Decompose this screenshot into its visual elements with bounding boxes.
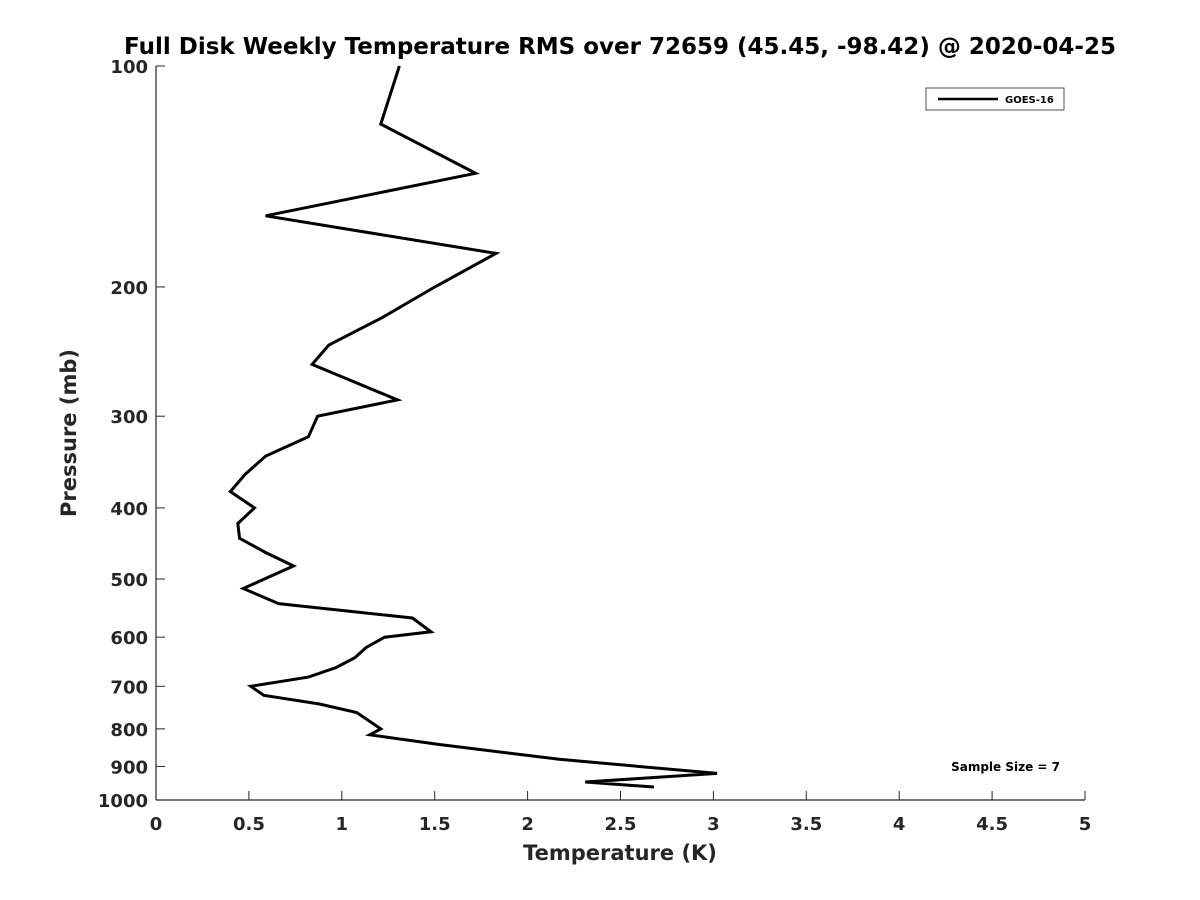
- y-tick-label: 800: [110, 720, 148, 741]
- y-tick-label: 200: [110, 278, 148, 299]
- x-tick-label: 4: [893, 814, 906, 835]
- y-tick-label: 100: [110, 57, 148, 78]
- y-axis-title: Pressure (mb): [57, 349, 81, 517]
- x-tick-label: 4.5: [976, 814, 1008, 835]
- x-tick-label: 0.5: [233, 814, 265, 835]
- y-tick-label: 600: [110, 628, 148, 649]
- series-line-goes-16: [230, 66, 717, 787]
- x-tick-label: 3: [707, 814, 720, 835]
- y-tick-label: 300: [110, 407, 148, 428]
- y-tick-label: 400: [110, 499, 148, 520]
- y-tick-label: 700: [110, 677, 148, 698]
- x-tick-label: 5: [1079, 814, 1092, 835]
- x-tick-label: 1: [336, 814, 349, 835]
- x-axis-ticks: 0 0.5 1 1.5 2 2.5 3 3.5 4 4.5 5: [150, 791, 1092, 835]
- y-axis-ticks: 100 200 300 400 500 600 700 800 900 1000: [98, 57, 165, 812]
- series-lines: [230, 66, 717, 787]
- x-axis-title: Temperature (K): [523, 841, 717, 865]
- sample-size-annotation: Sample Size = 7: [951, 760, 1060, 774]
- x-tick-label: 2: [521, 814, 534, 835]
- y-tick-label: 1000: [98, 791, 148, 812]
- y-tick-label: 900: [110, 757, 148, 778]
- x-tick-label: 3.5: [790, 814, 822, 835]
- x-tick-label: 1.5: [419, 814, 451, 835]
- legend-label-goes-16: GOES-16: [1005, 95, 1054, 106]
- x-tick-label: 0: [150, 814, 163, 835]
- y-tick-label: 500: [110, 570, 148, 591]
- plot-axes: [156, 66, 1085, 800]
- legend: GOES-16: [926, 88, 1064, 110]
- chart-title: Full Disk Weekly Temperature RMS over 72…: [124, 34, 1116, 60]
- x-tick-label: 2.5: [605, 814, 637, 835]
